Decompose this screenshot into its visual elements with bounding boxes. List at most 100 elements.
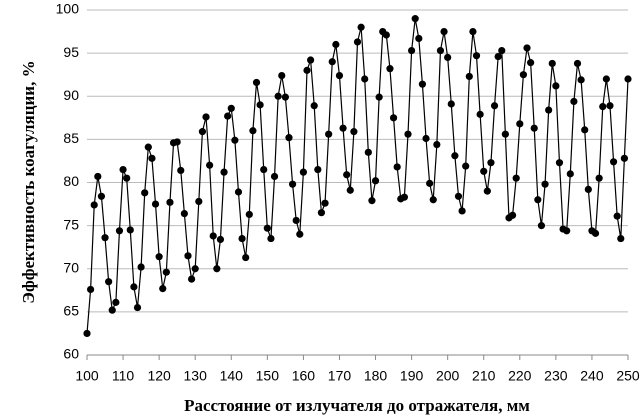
x-tick-label: 120 (147, 368, 171, 384)
data-point (94, 172, 102, 181)
data-point (454, 192, 463, 200)
data-point (90, 201, 98, 209)
data-point (494, 52, 502, 61)
data-point (112, 298, 120, 306)
data-point (270, 172, 279, 181)
data-point (274, 92, 282, 100)
data-point (202, 113, 210, 121)
data-point (252, 78, 261, 87)
data-point (227, 104, 235, 112)
data-point (115, 227, 124, 235)
data-point (462, 162, 470, 170)
data-point (382, 31, 390, 39)
data-point (483, 187, 491, 195)
data-point (411, 15, 419, 23)
data-point (415, 34, 423, 43)
data-point (609, 158, 618, 166)
data-point (573, 59, 582, 68)
data-point (490, 102, 499, 110)
y-tick-label: 60 (63, 346, 79, 362)
data-point (422, 134, 430, 143)
data-point (548, 59, 556, 68)
data-point (144, 143, 152, 151)
data-point (541, 180, 549, 188)
y-tick-label: 100 (56, 1, 80, 17)
data-point (101, 234, 109, 242)
data-point (325, 130, 333, 138)
data-point (281, 93, 289, 101)
data-point (187, 275, 196, 283)
y-tick-label: 85 (63, 130, 79, 146)
data-point (458, 207, 466, 215)
data-point (389, 114, 398, 122)
data-point (527, 59, 535, 67)
data-point (245, 210, 253, 219)
data-point (426, 179, 434, 187)
y-tick-label: 90 (63, 87, 79, 103)
data-point (606, 102, 614, 110)
data-point (177, 166, 185, 175)
data-point (487, 159, 495, 167)
data-point (563, 227, 571, 235)
x-tick-label: 100 (75, 368, 99, 384)
x-tick-label: 180 (364, 368, 388, 384)
data-point (123, 174, 131, 182)
data-point (555, 159, 564, 167)
x-tick-label: 230 (544, 368, 568, 384)
data-point (130, 283, 138, 291)
data-point (224, 112, 232, 120)
data-point (534, 196, 542, 204)
data-point (508, 211, 517, 219)
y-tick-label: 70 (63, 259, 79, 275)
data-point (180, 209, 188, 218)
data-point (267, 234, 275, 243)
data-point (307, 56, 315, 64)
data-point (292, 216, 300, 225)
data-point (404, 130, 412, 138)
data-point (195, 197, 203, 206)
data-point (537, 222, 546, 230)
x-tick-label: 140 (220, 368, 244, 384)
x-tick-label: 170 (328, 368, 352, 384)
y-tick-label: 80 (63, 173, 79, 189)
data-point (108, 306, 116, 314)
data-point (400, 193, 408, 201)
data-point (209, 232, 217, 240)
data-point (433, 140, 441, 149)
x-tick-label: 220 (508, 368, 532, 384)
data-point (624, 75, 632, 83)
data-point (335, 71, 344, 80)
data-point (357, 23, 365, 31)
data-point (126, 226, 134, 234)
data-point (584, 185, 592, 193)
data-point (339, 124, 347, 132)
data-point (216, 235, 225, 244)
x-tick-label: 210 (472, 368, 496, 384)
x-tick-label: 110 (112, 368, 135, 384)
data-point (234, 188, 243, 196)
data-point (375, 93, 383, 101)
data-point (184, 252, 192, 260)
data-point (476, 110, 484, 118)
data-point (238, 234, 246, 243)
data-point (151, 200, 160, 208)
data-point (220, 168, 228, 176)
data-point (393, 163, 401, 171)
data-point (613, 212, 621, 220)
data-point (617, 234, 625, 243)
data-point (87, 285, 95, 294)
data-point (386, 65, 394, 73)
data-point (480, 167, 488, 175)
data-point (545, 106, 553, 114)
data-point (519, 71, 528, 79)
data-point (552, 82, 560, 90)
data-line (86, 18, 629, 334)
y-tick-label: 75 (63, 216, 79, 232)
data-point (523, 44, 531, 52)
data-point (599, 103, 607, 111)
data-point (155, 253, 163, 261)
data-point (465, 72, 473, 81)
data-point (577, 76, 585, 84)
data-point (206, 161, 214, 169)
